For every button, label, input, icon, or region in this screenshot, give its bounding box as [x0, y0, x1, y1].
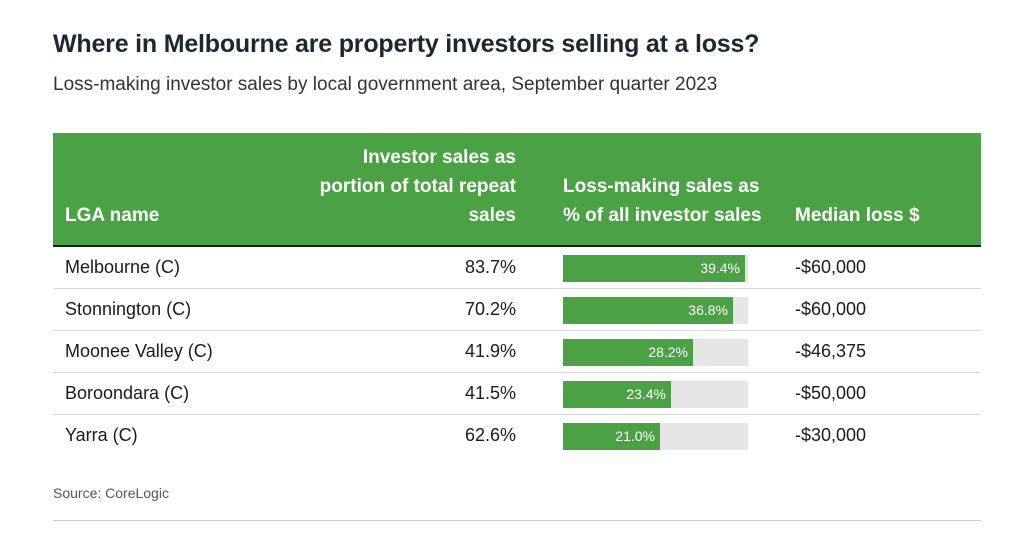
- cell-investor-share: 41.9%: [464, 341, 516, 361]
- table-row: Stonnington (C) 70.2% 36.8% -$60,000: [53, 289, 981, 331]
- chart-subtitle: Loss-making investor sales by local gove…: [53, 74, 718, 95]
- cell-median-loss: -$60,000: [795, 299, 867, 319]
- cell-investor-share: 41.5%: [464, 383, 516, 403]
- chart-title: Where in Melbourne are property investor…: [53, 30, 760, 58]
- cell-lga-name: Stonnington (C): [65, 299, 192, 319]
- bar-data-label: 39.4%: [700, 260, 740, 276]
- cell-lga-name: Boroondara (C): [65, 383, 190, 403]
- column-header-median-loss: Median loss $: [795, 205, 920, 226]
- bar-data-label: 23.4%: [626, 386, 666, 402]
- cell-lga-name: Yarra (C): [65, 425, 138, 445]
- table-row: Melbourne (C) 83.7% 39.4% -$60,000: [53, 247, 981, 289]
- bar-track: 28.2%: [563, 339, 748, 366]
- bar: [563, 255, 745, 282]
- source-note: Source: CoreLogic: [53, 485, 169, 501]
- column-header-lga: LGA name: [65, 205, 160, 226]
- column-header-loss-pct: Loss-making sales as % of all investor s…: [563, 176, 762, 226]
- bar-data-label: 21.0%: [615, 428, 655, 444]
- data-table: LGA name Investor sales as portion of to…: [53, 133, 981, 457]
- cell-lga-name: Moonee Valley (C): [65, 341, 213, 361]
- cell-median-loss: -$30,000: [795, 425, 867, 445]
- bar-data-label: 36.8%: [688, 302, 728, 318]
- bar-track: 21.0%: [563, 423, 748, 450]
- table-body: Melbourne (C) 83.7% 39.4% -$60,000 Stonningt…: [53, 247, 981, 457]
- bar: [563, 381, 671, 408]
- bar-track: 23.4%: [563, 381, 748, 408]
- bottom-divider: [53, 520, 981, 521]
- cell-investor-share: 83.7%: [464, 257, 516, 277]
- table-row: Boroondara (C) 41.5% 23.4% -$50,000: [53, 373, 981, 415]
- table-header: LGA name Investor sales as portion of to…: [53, 133, 981, 247]
- bar-track: 39.4%: [563, 255, 748, 282]
- bar: [563, 339, 693, 366]
- table-row: Yarra (C) 62.6% 21.0% -$30,000: [53, 415, 981, 457]
- bar-track: 36.8%: [563, 297, 748, 324]
- cell-investor-share: 62.6%: [464, 425, 516, 445]
- cell-lga-name: Melbourne (C): [65, 257, 181, 277]
- cell-median-loss: -$46,375: [795, 341, 867, 361]
- bar: [563, 423, 660, 450]
- bar-data-label: 28.2%: [648, 344, 688, 360]
- cell-median-loss: -$50,000: [795, 383, 867, 403]
- cell-investor-share: 70.2%: [464, 299, 516, 319]
- column-header-investor-share: Investor sales as portion of total repea…: [319, 147, 516, 226]
- table-row: Moonee Valley (C) 41.9% 28.2% -$46,375: [53, 331, 981, 373]
- bar: [563, 297, 733, 324]
- cell-median-loss: -$60,000: [795, 257, 867, 277]
